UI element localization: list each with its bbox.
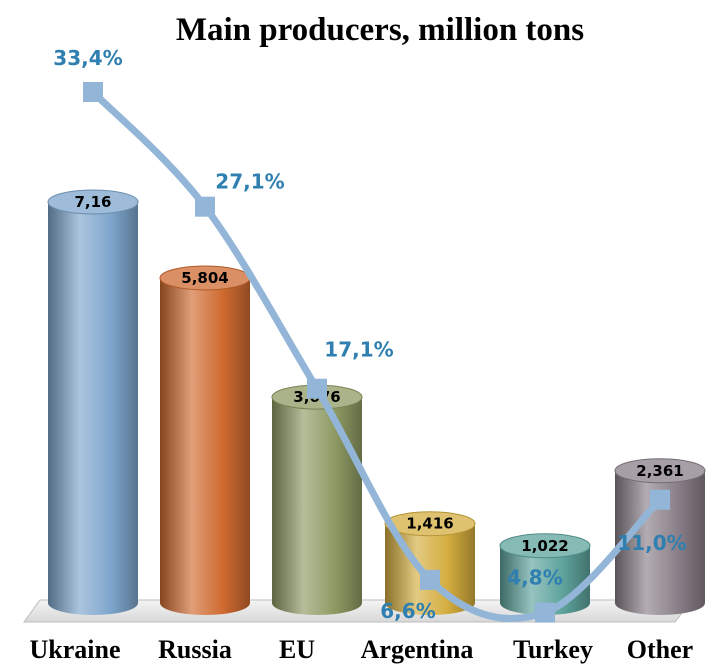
share-label: 33,4% (53, 46, 122, 70)
share-marker-russia (195, 196, 215, 217)
bar-eu: 3,676 (271, 384, 363, 615)
bar-top-argentina (384, 511, 476, 537)
bar-value-label: 7,16 (74, 193, 111, 211)
bar-body-russia (160, 277, 250, 615)
bar-russia: 5,804 (159, 265, 251, 615)
share-label: 17,1% (324, 338, 393, 362)
bar-top-other (614, 458, 706, 484)
bar-top-ukraine (47, 189, 139, 215)
bar-body-other (615, 470, 705, 615)
category-label-ukraine: Ukraine (30, 635, 121, 664)
category-label-other: Other (627, 635, 693, 664)
bar-other: 2,361 (614, 458, 706, 615)
share-marker-argentina (420, 569, 440, 590)
bar-value-label: 2,361 (636, 462, 683, 480)
category-label-russia: Russia (158, 635, 232, 664)
bar-ukraine: 7,16 (47, 189, 139, 615)
bar-value-label: 5,804 (181, 269, 228, 287)
share-label: 6,6% (380, 599, 435, 623)
bar-body-eu (272, 397, 363, 615)
bar-body-ukraine (48, 202, 138, 615)
share-marker-eu (307, 378, 327, 399)
category-label-argentina: Argentina (361, 635, 474, 664)
chart-title: Main producers, million tons (176, 12, 584, 48)
category-label-eu: EU (279, 635, 315, 664)
bar-group: 7,16 5,804 3,676 1,416 1,022 2,361 (47, 189, 706, 615)
share-marker-ukraine (83, 82, 103, 102)
share-label: 4,8% (507, 566, 562, 590)
bar-value-label: 1,416 (406, 515, 453, 533)
share-label: 27,1% (215, 170, 284, 194)
bar-top-turkey (499, 533, 591, 559)
category-label-turkey: Turkey (513, 635, 593, 664)
share-label: 11,0% (617, 531, 686, 555)
share-marker-turkey (535, 602, 555, 623)
category-labels: Ukraine Russia EU Argentina Turkey Other (30, 635, 694, 664)
bar-value-label: 1,022 (521, 537, 568, 555)
share-marker-other (650, 489, 670, 510)
share-line-group: 33,4% 27,1% 17,1% 6,6% 4,8% 11,0% (53, 46, 686, 623)
